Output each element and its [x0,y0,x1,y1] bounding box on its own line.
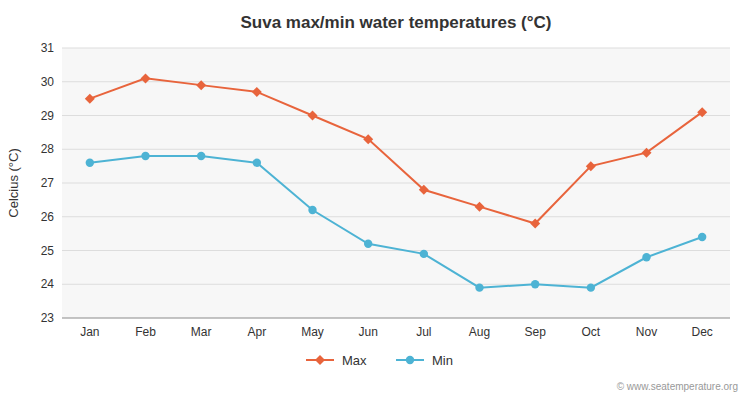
x-tick-label: Apr [247,325,266,339]
data-point [586,161,596,171]
data-point [475,202,485,212]
plot-area [85,73,707,291]
legend-marker [315,355,325,365]
plot-background [62,48,730,318]
grid-line [62,318,730,319]
data-point [85,94,95,104]
x-tick-label: May [301,325,324,339]
data-point [196,80,206,90]
x-tick-label: Sep [524,325,546,339]
legend-label: Max [342,353,367,368]
x-tick-label: Aug [469,325,490,339]
y-grid [62,48,730,318]
data-point [419,185,429,195]
y-tick-label: 24 [41,277,55,291]
data-point [141,152,149,160]
watermark: © www.seatemperature.org [617,381,738,392]
series-line [90,156,702,288]
data-point [363,134,373,144]
data-point [530,219,540,229]
grid-line [62,250,730,251]
y-tick-label: 25 [41,244,55,258]
y-tick-label: 23 [41,311,55,325]
data-point [308,206,316,214]
y-tick-label: 30 [41,75,55,89]
x-tick-label: Oct [581,325,600,339]
x-tick-label: Nov [636,325,657,339]
chart-svg: 23 24 25 26 27 28 29 30 31 Jan Feb Mar Apr May Jun Jul A… [0,0,750,400]
x-tick-label: Feb [135,325,156,339]
data-point [253,159,261,167]
y-tick-label: 26 [41,210,55,224]
data-point [86,159,94,167]
data-point [308,111,318,121]
chart-container: 23 24 25 26 27 28 29 30 31 Jan Feb Mar Apr May Jun Jul A… [0,0,750,400]
series-0 [85,73,707,228]
x-axis-line [62,318,730,319]
grid-line [62,149,730,150]
grid-line [62,216,730,217]
legend-marker [406,356,414,364]
grid-line [62,115,730,116]
x-tick-label: Jan [80,325,99,339]
data-point [698,233,706,241]
data-point [587,283,595,291]
x-tick-label: Jun [358,325,377,339]
data-point [197,152,205,160]
x-tick-label: Dec [691,325,712,339]
x-tick-label: Jul [416,325,431,339]
data-point [531,280,539,288]
data-point [252,87,262,97]
y-tick-label: 27 [41,176,55,190]
series-line [90,78,702,223]
y-tick-label: 28 [41,142,55,156]
data-point [420,250,428,258]
grid-line [62,284,730,285]
series-1 [86,152,707,292]
data-point [642,148,652,158]
data-point [642,253,650,261]
data-point [364,240,372,248]
legend: Max Min [306,353,453,368]
y-axis-label: Celcius (°C) [6,148,21,217]
y-tick-label: 29 [41,109,55,123]
legend-label: Min [432,353,453,368]
data-point [475,283,483,291]
data-point [141,73,151,83]
grid-line [62,48,730,49]
chart-title: Suva max/min water temperatures (°C) [240,13,551,32]
x-tick-label: Mar [191,325,212,339]
grid-line [62,183,730,184]
data-point [697,107,707,117]
y-tick-label: 31 [41,41,55,55]
